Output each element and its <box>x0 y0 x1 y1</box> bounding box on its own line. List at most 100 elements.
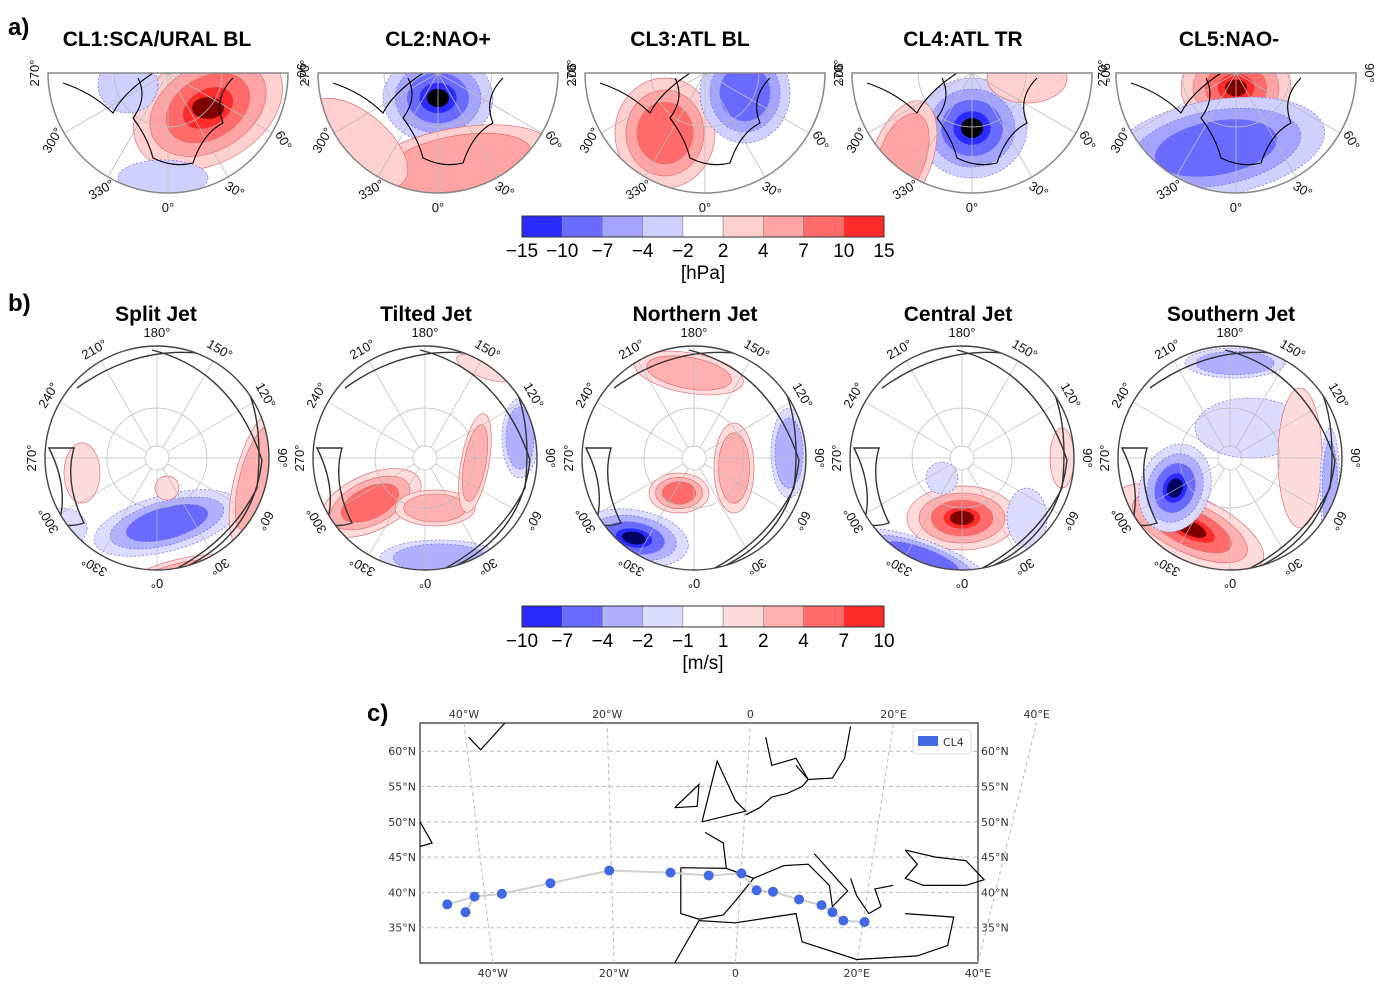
coastline-iberia <box>680 867 755 920</box>
colorbar-tick-label: −2 <box>672 241 694 262</box>
longitude-label: 60° <box>254 508 277 533</box>
anomaly-core <box>1167 478 1183 498</box>
parallel-line <box>106 407 208 509</box>
longitude-label: 180° <box>144 325 171 340</box>
colorbar-swatch <box>642 605 684 628</box>
meridian-line <box>368 360 420 448</box>
jet-map: 180°150°120°90°60°30°0°330°300°270°240°2… <box>1097 325 1363 591</box>
panel-label-b: b) <box>8 290 31 317</box>
colorbar-tick-label: 4 <box>798 631 809 652</box>
meridian-line <box>1132 463 1220 515</box>
longitude-label: 330° <box>86 176 117 202</box>
coastline-britain <box>701 759 747 823</box>
map-frame <box>581 345 807 571</box>
parallel-line <box>412 445 438 471</box>
map-frame <box>849 345 1075 571</box>
map-frame <box>1117 345 1343 571</box>
longitude-label: 60° <box>1076 128 1099 153</box>
jet-title: Northern Jet <box>632 303 758 326</box>
negative-anomaly-contour <box>925 461 959 495</box>
coastline <box>599 73 691 114</box>
colorbar-swatch <box>682 605 724 628</box>
colorbar-tick-label: −4 <box>592 631 614 652</box>
map-frame <box>44 345 270 571</box>
colorbar-swatch <box>763 215 804 238</box>
latitude-label-left: 35°N <box>388 922 416 935</box>
latitude-label-left: 50°N <box>388 816 416 829</box>
parallel-line <box>113 73 223 128</box>
colorbar-swatch <box>642 215 684 238</box>
latitude-label-left: 55°N <box>388 781 416 794</box>
negative-anomaly-contour <box>774 417 804 489</box>
meridian-line <box>699 468 751 556</box>
longitude-label: 270° <box>1095 60 1110 87</box>
regime-map: 270°300°330°0°30°60°90° <box>831 60 1113 215</box>
jet-climatology-contour <box>852 447 890 527</box>
jet-climatology-contour <box>47 447 85 527</box>
longitude-label: 270° <box>831 60 846 87</box>
meridian-line <box>972 463 1060 515</box>
jet-climatology-contour <box>344 351 528 570</box>
meridian-line <box>59 401 147 453</box>
coastline <box>62 73 154 114</box>
anomaly-core <box>192 97 224 119</box>
longitude-label: 0° <box>688 576 700 591</box>
jet-climatology-contour <box>881 351 1065 570</box>
coastline-north-africa <box>674 912 955 964</box>
jet-climatology-contour <box>1149 351 1333 570</box>
coastline-black-sea <box>904 849 986 886</box>
latitude-label-right: 60°N <box>981 745 1009 758</box>
longitude-label-bottom: 0 <box>732 967 739 980</box>
jet-climatology-contour <box>151 349 263 570</box>
colorbar-swatch <box>843 605 885 628</box>
meridian-line <box>437 73 499 178</box>
longitude-label: 0° <box>151 576 163 591</box>
coastline <box>132 77 234 166</box>
jet-map: 180°150°120°90°60°30°0°330°300°270°240°2… <box>24 325 290 591</box>
colorbar-swatch <box>763 605 804 628</box>
colorbar-swatch <box>561 215 603 238</box>
meridian-line <box>1240 463 1328 515</box>
longitude-label-top: 20°E <box>880 708 906 721</box>
anomaly-core <box>622 531 646 545</box>
coastline <box>936 77 1038 166</box>
longitude-label: 330° <box>890 176 921 202</box>
colorbar-swatch <box>521 605 563 628</box>
positive-anomaly-contour <box>661 481 697 505</box>
meridian-line <box>972 401 1060 453</box>
meridian-line <box>637 468 689 556</box>
track-point <box>703 870 714 881</box>
colorbar-tick-label: −2 <box>632 631 654 652</box>
colorbar-tick-label: 15 <box>873 241 894 262</box>
colorbar-tick-label: −7 <box>592 241 614 262</box>
map-frame <box>419 722 979 964</box>
meridian-line <box>1235 468 1287 556</box>
positive-anomaly-contour <box>154 475 180 501</box>
longitude-label: 30° <box>207 555 232 578</box>
legend-label: CL4 <box>943 736 964 749</box>
colorbar-ms: −10 −7 −4 −2 −1 1 2 4 7 10 [m/s] <box>506 605 895 674</box>
longitude-label: 0° <box>1224 576 1236 591</box>
latitude-label-left: 40°N <box>388 886 416 899</box>
regime-map: 270°300°330°0°30°60°90° <box>27 60 309 215</box>
regime-title: CL4:ATL TR <box>903 28 1023 51</box>
meridian-line <box>704 463 792 515</box>
longitude-label-bottom: 20°W <box>599 967 629 980</box>
longitude-gridline <box>856 722 895 964</box>
positive-anomaly-contour <box>646 355 732 391</box>
meridian-line <box>430 468 482 556</box>
regime-title: CL1:SCA/URAL BL <box>62 28 252 51</box>
track-point <box>496 888 507 899</box>
coastline <box>402 77 504 166</box>
track-point <box>859 917 870 928</box>
longitude-gridline <box>734 722 751 964</box>
meridian-line <box>63 73 169 134</box>
meridian-line <box>971 73 1033 178</box>
panel-label-c: c) <box>367 700 389 727</box>
colorbar-tick-label: 1 <box>718 631 729 652</box>
parallel-line <box>643 407 745 509</box>
track-point <box>604 865 615 876</box>
longitude-label: 30° <box>744 555 769 578</box>
positive-anomaly-contour <box>718 432 750 504</box>
negative-anomaly-contour <box>719 73 771 122</box>
